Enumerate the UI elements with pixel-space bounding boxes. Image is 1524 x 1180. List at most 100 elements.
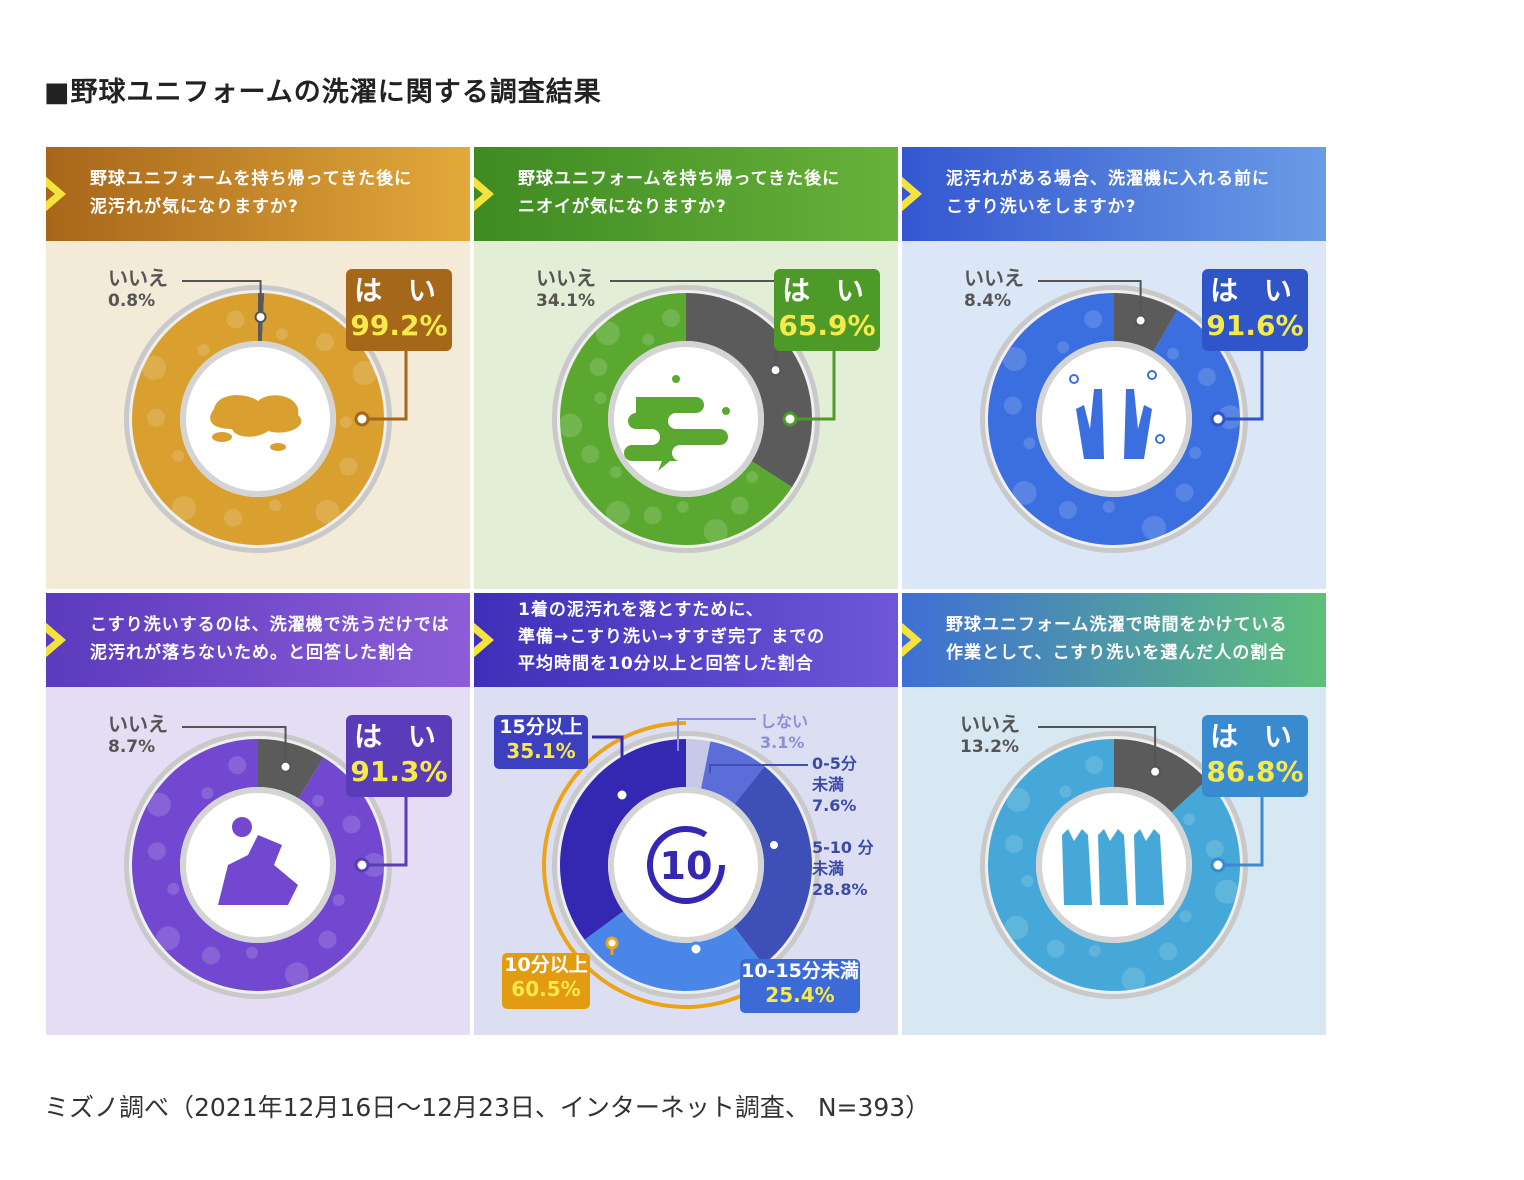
- ring-texture: [284, 962, 309, 987]
- yes-leader-line: [790, 351, 836, 421]
- center-text: 10: [660, 844, 713, 888]
- over10-label: 10分以上: [504, 954, 588, 976]
- ring-texture: [730, 496, 749, 515]
- no-leader-line: [182, 726, 287, 767]
- ring-texture: [1084, 310, 1103, 329]
- ring-texture: [605, 500, 630, 525]
- ring-texture: [1205, 840, 1224, 859]
- ring-texture: [1102, 500, 1115, 513]
- slice-none: [686, 739, 711, 789]
- rinsing-uniforms-icon: [1062, 829, 1164, 905]
- donut-chart: [124, 280, 408, 553]
- min10-15-box: 10-15分未満 25.4%: [740, 959, 860, 1013]
- over10-value: 60.5%: [511, 977, 581, 1001]
- slice-yes: [132, 739, 384, 991]
- ring-texture: [197, 343, 210, 356]
- ring-texture: [558, 413, 583, 438]
- ring-texture: [202, 946, 221, 965]
- chevron-icon: [902, 622, 922, 658]
- yes-leader-line: [1218, 797, 1264, 867]
- ring-texture: [316, 333, 335, 352]
- yes-box: は い 65.9%: [774, 269, 880, 351]
- ring-texture: [339, 416, 352, 429]
- panel-header: 野球ユニフォームを持ち帰ってきた後に 泥汚れが気になりますか?: [46, 147, 470, 241]
- no-value: 8.4%: [964, 291, 1012, 311]
- ring-texture: [746, 471, 759, 484]
- no-value: 8.7%: [108, 737, 156, 757]
- ring-texture: [703, 519, 728, 544]
- ring-texture: [339, 457, 358, 476]
- min0-5-leader: [709, 764, 808, 773]
- ring-texture: [594, 392, 607, 405]
- slice-yes: [988, 293, 1240, 545]
- no-leader-dot: [254, 311, 267, 324]
- yes-leader-dot: [1210, 411, 1226, 427]
- slice-5-10: [733, 766, 812, 965]
- panel-scrub-reason: こすり洗いするのは、洗濯機で洗うだけでは 泥汚れが落ちないため。と回答した割合 い…: [46, 593, 470, 1035]
- question-text: 野球ユニフォームを持ち帰ってきた後に 泥汚れが気になりますか?: [90, 169, 413, 217]
- yes-leader-line: [1218, 351, 1264, 421]
- ring-texture: [1004, 915, 1029, 940]
- over15-leader-dot: [614, 787, 630, 803]
- no-label: いいえ: [964, 266, 1024, 290]
- ring-texture: [609, 466, 622, 479]
- panel-header: 野球ユニフォーム洗濯で時間をかけている 作業として、こすり洗いを選んだ人の割合: [902, 593, 1326, 687]
- ring-texture: [141, 355, 166, 380]
- min5-10-label: 5-10 分未満 28.8%: [812, 838, 874, 899]
- yes-leader-dot: [354, 411, 370, 427]
- mud-stain-icon: [210, 395, 302, 451]
- time-donut-chart: 10: [542, 718, 820, 1009]
- slice-10-15: [584, 911, 764, 991]
- yes-leader-dot: [354, 857, 370, 873]
- ring-texture: [643, 506, 662, 525]
- ring-texture: [315, 499, 340, 524]
- ring-texture: [201, 787, 214, 800]
- panel-header: 野球ユニフォームを持ち帰ってきた後に ニオイが気になりますか?: [474, 147, 898, 241]
- ring-texture: [223, 508, 242, 527]
- over15-label: 15分以上: [499, 716, 583, 738]
- ring-texture: [589, 357, 608, 376]
- panel-header: 1着の泥汚れを落とすために、 準備→こすり洗い→すすぎ完了 までの 平均時間を10分…: [474, 593, 898, 687]
- ring-texture: [275, 328, 288, 341]
- ring-texture: [228, 756, 247, 775]
- no-leader-line: [182, 280, 262, 318]
- no-leader-dot: [279, 760, 292, 773]
- ring-texture: [1002, 347, 1027, 372]
- ring-texture: [581, 445, 600, 464]
- ring-texture: [156, 926, 181, 951]
- ring-texture: [1058, 500, 1077, 519]
- ring-texture: [1059, 785, 1072, 798]
- slice-0-5: [701, 741, 765, 804]
- min10-15-value: 25.4%: [765, 983, 835, 1007]
- min10-15-leader: [694, 949, 738, 979]
- panel-average-time: 1着の泥汚れを落とすために、 準備→こすり洗い→すすぎ完了 までの 平均時間を10分…: [474, 593, 898, 1035]
- yes-leader-line: [362, 351, 408, 421]
- ring-texture: [1179, 910, 1192, 923]
- min5-10-leader-dot: [768, 839, 780, 851]
- ring-texture: [1057, 341, 1070, 354]
- yes-value: 65.9%: [778, 309, 876, 342]
- center-disc: [1042, 347, 1186, 491]
- yes-box: は い 99.2%: [346, 269, 452, 351]
- slice-over15: [560, 739, 686, 940]
- donut-chart: [980, 726, 1264, 999]
- yes-box: は い 91.3%: [346, 715, 452, 797]
- no-leader-line: [1038, 726, 1157, 772]
- question-text: 野球ユニフォームを持ち帰ってきた後に ニオイが気になりますか?: [518, 169, 841, 217]
- no-leader-dot: [1134, 314, 1147, 327]
- min0-5-label: 0-5分 未満 7.6%: [812, 754, 857, 815]
- panel-pre-scrub: 泥汚れがある場合、洗濯機に入れる前に こすり洗いをしますか? いいえ 8.4% は…: [902, 147, 1326, 589]
- yes-value: 86.8%: [1206, 755, 1304, 788]
- panel-mud-concern: 野球ユニフォームを持ち帰ってきた後に 泥汚れが気になりますか? いいえ 0.8% …: [46, 147, 470, 589]
- ring-texture: [1021, 874, 1034, 887]
- ring-texture: [167, 882, 180, 895]
- ring-texture: [1012, 480, 1037, 505]
- scrubbing-hands-icon: [1069, 370, 1165, 459]
- yes-box: は い 86.8%: [1202, 715, 1308, 797]
- no-value: 0.8%: [108, 291, 156, 311]
- chevron-icon: [902, 176, 922, 212]
- yes-label: は い: [354, 274, 444, 307]
- odor-cloud-icon: [624, 375, 730, 471]
- ring-texture: [1006, 787, 1031, 812]
- ring-texture: [1175, 483, 1194, 502]
